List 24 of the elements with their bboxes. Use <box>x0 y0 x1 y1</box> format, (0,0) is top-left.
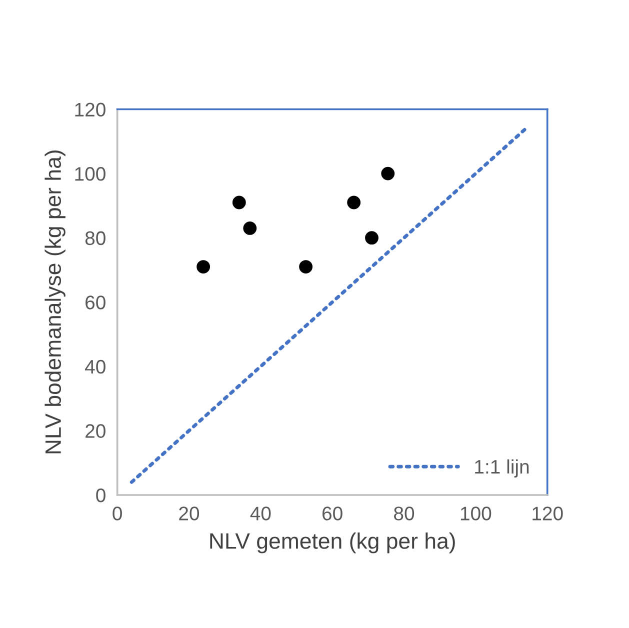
y-tick-label: 100 <box>75 167 106 181</box>
point <box>381 166 395 180</box>
y-tick-label: 80 <box>85 231 106 246</box>
x-tick-label: 80 <box>394 506 414 520</box>
x-tick-label: 100 <box>460 506 492 520</box>
y-tick-label: 60 <box>86 296 106 310</box>
y-tick-label: 120 <box>75 102 106 117</box>
point <box>232 196 246 210</box>
x-axis-title: NLV gemeten (kg per ha) <box>210 532 455 554</box>
x-tick-label: 60 <box>322 506 342 520</box>
y-tick-label: 20 <box>86 424 106 438</box>
point <box>299 260 313 274</box>
y-tick-label: 0 <box>96 488 106 502</box>
x-tick-label: 40 <box>250 506 271 520</box>
point <box>196 260 210 274</box>
y-axis-title: NLV bodemanalyse (kg per ha) <box>44 150 66 454</box>
legend-label: 1:1 lijn <box>475 459 529 478</box>
x-tick-label: 0 <box>112 506 122 520</box>
point <box>347 196 361 210</box>
x-tick-label: 20 <box>179 506 200 520</box>
x-tick-label: 120 <box>532 506 563 520</box>
y-tick-label: 40 <box>85 360 106 374</box>
point <box>243 221 257 235</box>
point <box>365 231 378 245</box>
